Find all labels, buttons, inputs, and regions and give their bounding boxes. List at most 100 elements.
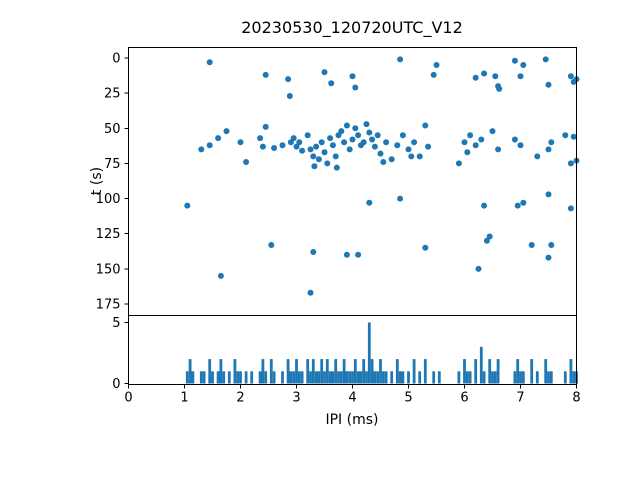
scatter-point bbox=[296, 139, 303, 146]
histogram-bar bbox=[496, 359, 500, 384]
histogram-bar bbox=[491, 371, 494, 384]
histogram-bar bbox=[236, 371, 240, 384]
histogram-bar bbox=[359, 371, 363, 384]
x-axis-label: IPI (ms) bbox=[325, 412, 379, 428]
histogram-bar bbox=[345, 371, 349, 384]
scatter-point bbox=[542, 56, 549, 63]
histogram-bar bbox=[323, 371, 326, 384]
scatter-point bbox=[355, 251, 362, 258]
histogram-bar bbox=[572, 371, 576, 384]
scatter-point bbox=[528, 242, 535, 248]
histogram-bar bbox=[353, 359, 357, 384]
scatter-point bbox=[237, 139, 244, 146]
histogram-bar bbox=[325, 359, 329, 384]
scatter-point bbox=[511, 57, 518, 64]
y-tick-label: 0 bbox=[112, 377, 120, 392]
scatter-point bbox=[570, 133, 577, 140]
histogram-bar bbox=[339, 371, 343, 384]
scatter-point bbox=[481, 202, 488, 209]
histogram-bar bbox=[488, 359, 492, 384]
scatter-point bbox=[397, 56, 404, 63]
scatter-point bbox=[299, 147, 306, 154]
scatter-point bbox=[338, 128, 345, 135]
scatter-point bbox=[318, 139, 325, 146]
histogram-bar bbox=[370, 359, 374, 384]
histogram-bar bbox=[202, 371, 206, 384]
scatter-point bbox=[534, 153, 541, 160]
scatter-point bbox=[268, 242, 275, 248]
scatter-point bbox=[374, 132, 381, 139]
scatter-point bbox=[475, 265, 482, 272]
scatter-point bbox=[223, 128, 230, 135]
scatter-point bbox=[478, 136, 485, 143]
x-tick-label: 5 bbox=[404, 391, 412, 406]
scatter-point bbox=[329, 142, 336, 149]
scatter-point bbox=[520, 199, 527, 206]
scatter-point bbox=[425, 143, 432, 150]
histogram-bar bbox=[334, 359, 338, 384]
scatter-point bbox=[184, 202, 191, 209]
scatter-point bbox=[360, 139, 367, 146]
scatter-point bbox=[496, 85, 503, 92]
scatter-point bbox=[293, 143, 300, 150]
scatter-point bbox=[567, 73, 574, 80]
histogram-bar bbox=[373, 371, 377, 384]
scatter-point bbox=[243, 159, 250, 165]
scatter-point bbox=[397, 195, 404, 202]
x-tick-label: 8 bbox=[572, 391, 580, 406]
histogram-bar bbox=[379, 359, 382, 384]
histogram-bar bbox=[465, 371, 469, 384]
histogram-bar bbox=[185, 371, 189, 384]
histogram-bar bbox=[521, 371, 525, 384]
histogram-bar bbox=[244, 371, 248, 384]
histogram-bar bbox=[549, 371, 553, 384]
histogram-bar bbox=[468, 371, 472, 384]
histogram-bar bbox=[418, 371, 422, 384]
histogram-bar bbox=[519, 371, 522, 384]
histogram-bar bbox=[188, 359, 192, 384]
histogram-bar bbox=[216, 371, 220, 384]
scatter-point bbox=[545, 146, 552, 153]
scatter-point bbox=[304, 132, 311, 139]
histogram-bar bbox=[457, 371, 461, 384]
histogram-bar bbox=[292, 371, 296, 384]
scatter-point bbox=[310, 153, 317, 160]
histogram-bar bbox=[297, 371, 301, 384]
x-tick-label: 2 bbox=[236, 391, 244, 406]
histogram-bar bbox=[222, 371, 226, 384]
histogram-bar bbox=[390, 371, 394, 384]
histogram-bar bbox=[365, 371, 368, 384]
histogram-bar bbox=[384, 371, 388, 384]
scatter-point bbox=[380, 159, 387, 165]
scatter-point bbox=[562, 132, 569, 139]
y-tick-label: 150 bbox=[96, 262, 121, 277]
scatter-point bbox=[343, 251, 350, 258]
scatter-point bbox=[481, 70, 488, 77]
y-tick-label: 5 bbox=[112, 316, 120, 331]
scatter-point bbox=[290, 135, 297, 142]
scatter-point bbox=[366, 129, 373, 136]
scatter-point bbox=[198, 146, 205, 153]
histogram-bar bbox=[401, 371, 405, 384]
y-tick-label: 175 bbox=[96, 298, 121, 313]
histogram-bar bbox=[331, 371, 335, 384]
histogram-bar bbox=[356, 371, 360, 384]
histogram-bar bbox=[530, 359, 534, 384]
y-tick-label: 100 bbox=[96, 192, 121, 207]
histogram-bar bbox=[367, 322, 371, 384]
histogram-bar bbox=[516, 359, 520, 384]
histogram-bar bbox=[311, 359, 315, 384]
scatter-point bbox=[259, 143, 266, 150]
scatter-point bbox=[332, 153, 339, 160]
scatter-point bbox=[315, 156, 322, 163]
histogram-bar bbox=[261, 359, 265, 384]
scatter-point bbox=[333, 164, 340, 171]
histogram-bar bbox=[250, 371, 254, 384]
scatter-point bbox=[472, 74, 479, 81]
scatter-point bbox=[346, 146, 353, 153]
scatter-point bbox=[567, 160, 574, 167]
histogram-bar bbox=[474, 359, 478, 384]
histogram-bar bbox=[306, 359, 310, 384]
histogram-bar bbox=[547, 371, 550, 384]
